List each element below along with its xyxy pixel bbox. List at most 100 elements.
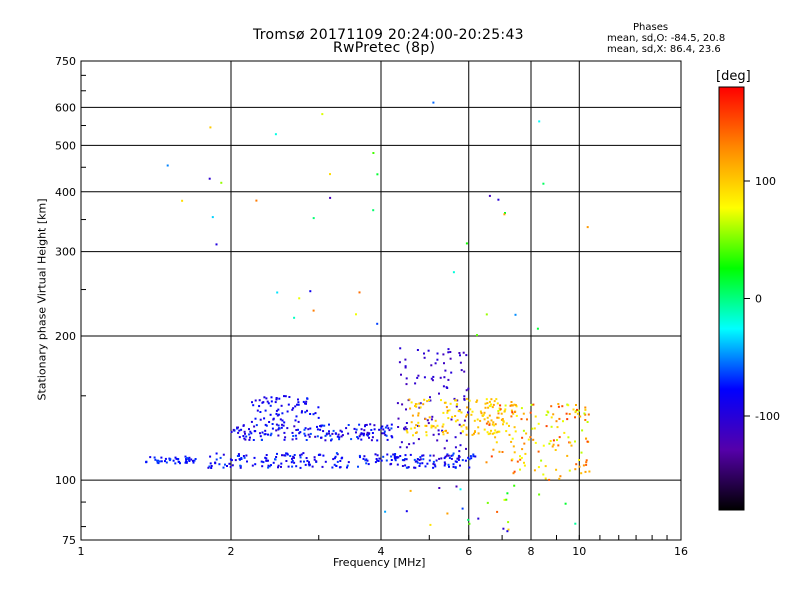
data-point xyxy=(408,443,411,446)
data-point xyxy=(347,461,350,464)
data-point xyxy=(429,399,432,402)
data-point xyxy=(341,434,344,437)
data-point xyxy=(449,351,452,353)
data-point xyxy=(405,510,408,513)
data-point xyxy=(570,444,573,447)
x-axis-ticks: 1 2 4 6 8 10 16 xyxy=(78,535,688,558)
data-point xyxy=(452,465,455,468)
data-point xyxy=(347,424,350,426)
data-point xyxy=(338,438,341,441)
data-point xyxy=(432,460,435,463)
data-point xyxy=(315,460,318,463)
data-point xyxy=(403,459,406,462)
data-point xyxy=(497,416,500,419)
data-point xyxy=(449,357,452,360)
data-point xyxy=(401,403,404,406)
data-point xyxy=(434,426,437,429)
data-point xyxy=(405,377,408,380)
data-point xyxy=(149,456,152,459)
x-tick-label: 6 xyxy=(465,545,472,558)
data-point xyxy=(297,398,299,401)
data-point xyxy=(177,458,180,460)
data-point xyxy=(369,423,372,426)
data-point xyxy=(542,473,545,476)
data-point xyxy=(441,429,444,432)
data-point xyxy=(363,429,366,432)
data-point xyxy=(194,458,197,460)
data-point xyxy=(416,458,419,460)
data-point xyxy=(458,450,461,453)
data-point xyxy=(437,429,440,432)
data-point xyxy=(283,454,286,457)
data-point xyxy=(382,455,385,458)
data-point xyxy=(490,419,493,422)
data-point xyxy=(435,459,438,462)
data-point xyxy=(286,410,289,413)
data-point xyxy=(493,400,496,403)
data-point xyxy=(190,458,193,461)
data-point xyxy=(442,423,445,426)
data-point xyxy=(293,454,296,456)
data-point xyxy=(454,460,457,463)
data-point xyxy=(490,398,493,401)
data-point xyxy=(294,405,297,408)
data-point xyxy=(278,427,281,430)
data-point xyxy=(558,436,561,439)
data-point xyxy=(295,437,298,440)
data-point xyxy=(229,458,232,461)
data-point xyxy=(486,416,489,419)
data-point xyxy=(311,465,314,468)
data-point xyxy=(373,428,376,431)
data-point xyxy=(534,441,537,444)
data-point xyxy=(329,434,332,437)
data-point xyxy=(359,456,361,459)
data-point xyxy=(271,427,274,430)
data-point xyxy=(249,430,252,433)
data-point xyxy=(510,401,513,403)
data-point xyxy=(410,401,413,404)
data-point xyxy=(486,431,489,434)
data-point xyxy=(242,424,245,427)
data-point xyxy=(231,464,234,467)
data-point xyxy=(520,418,523,421)
data-point xyxy=(545,425,548,428)
data-point xyxy=(287,465,290,468)
data-point xyxy=(479,419,482,422)
data-point xyxy=(470,413,473,416)
data-point xyxy=(265,424,268,427)
data-point xyxy=(391,436,394,439)
data-point xyxy=(409,453,412,456)
data-point xyxy=(443,376,446,379)
data-point xyxy=(321,113,324,116)
data-point xyxy=(490,455,493,458)
data-point xyxy=(263,417,266,420)
data-point xyxy=(437,433,440,436)
data-point xyxy=(339,429,342,432)
data-point xyxy=(502,423,504,426)
data-point xyxy=(219,456,222,459)
data-point xyxy=(512,412,515,415)
data-point xyxy=(362,434,365,437)
data-point xyxy=(175,457,178,460)
data-point xyxy=(414,432,417,434)
data-point xyxy=(425,431,428,434)
data-point xyxy=(381,432,384,435)
data-point xyxy=(291,431,294,434)
data-point xyxy=(264,409,267,412)
data-point xyxy=(164,457,167,460)
data-point xyxy=(438,392,440,395)
data-point xyxy=(308,435,311,438)
data-point xyxy=(321,424,324,427)
data-point xyxy=(265,459,268,462)
data-point xyxy=(416,376,419,379)
data-point xyxy=(561,405,564,408)
x-tick-label: 2 xyxy=(228,545,235,558)
data-point xyxy=(574,440,576,443)
data-point xyxy=(417,438,420,441)
data-point xyxy=(455,405,458,408)
data-point xyxy=(304,402,306,405)
data-point xyxy=(303,428,306,431)
data-point xyxy=(578,459,581,461)
data-point xyxy=(333,463,336,466)
data-point xyxy=(519,468,521,471)
